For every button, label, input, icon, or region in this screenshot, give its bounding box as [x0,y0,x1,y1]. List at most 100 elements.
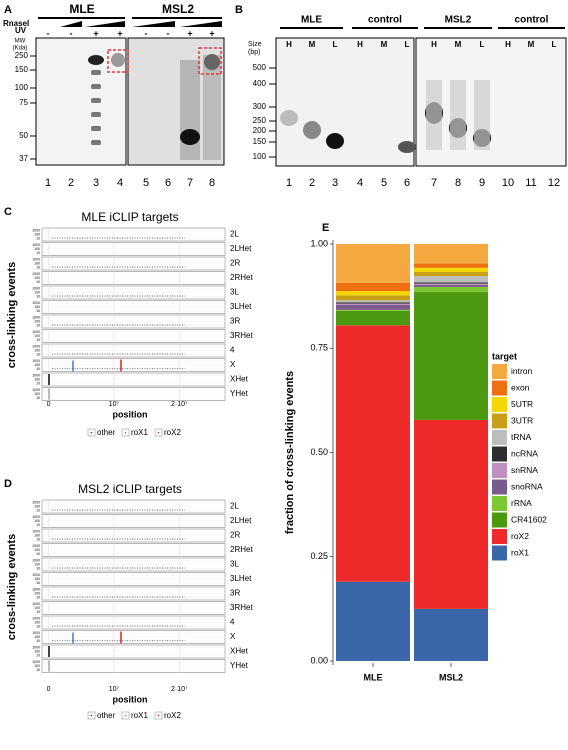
legend-dot [90,714,93,717]
bar-segment [414,291,488,420]
track-tick-label: 1000 [32,373,40,377]
uv-sign: + [209,28,214,38]
legend-label: 5UTR [511,399,533,409]
track-label: X [230,632,236,641]
track-tick-label: 10 [36,280,40,284]
lane-number: 2 [309,177,315,189]
legend-label: tRNA [511,432,532,442]
gel [275,37,415,167]
marker-label: 50 [19,131,28,140]
track-label: X [230,360,236,369]
fraction-label: M [381,40,388,49]
track-tick-label: 100 [34,363,40,367]
track-tick-label: 1000 [32,243,40,247]
gel-smear [203,55,221,160]
fraction-label: H [357,40,363,49]
track-label: 3L [230,560,239,569]
legend-key [492,479,507,495]
legend-label: other [97,711,116,720]
track-label: YHet [230,389,249,398]
track-tick-label: 10 [36,610,40,614]
legend-label: snoRNA [511,481,543,491]
bar-segment [414,276,488,283]
gel-band [280,110,298,126]
track-tick-label: 100 [34,591,40,595]
het-bar [48,388,50,400]
mw-label: MW [15,39,26,45]
legend-label: roX1 [131,428,148,437]
bar-segment [414,286,488,292]
track-tick-label: 10 [36,581,40,585]
track-tick-label: 100 [34,577,40,581]
marker-label: 200 [253,126,267,135]
track-tick-label: 100 [34,664,40,668]
track-label: 2LHet [230,244,252,253]
track-tick-label: 10 [36,653,40,657]
het-bar [48,646,50,657]
track-tick-label: 10 [36,523,40,527]
bar-segment [336,309,410,311]
track-tick-label: 100 [34,334,40,338]
lane-number: 10 [502,177,514,189]
track-tick-label: 100 [34,348,40,352]
track-tick-label: 100 [34,606,40,610]
bar-segment [336,282,410,292]
track-label: 3RHet [230,331,253,340]
track-tick-label: 1000 [32,286,40,290]
het-bar [48,374,50,385]
highlight-box [107,49,129,73]
x-axis-label: position [113,409,148,419]
track-tick-label: 100 [34,276,40,280]
gel-band [91,84,101,89]
lane-number: 5 [381,177,387,189]
legend-key [492,413,507,429]
track-tick-label: 10 [36,537,40,541]
fraction-label: H [431,40,437,49]
y-tick-label: 0.50 [310,447,328,457]
track-tick-label: 1000 [32,529,40,533]
gel-band [398,141,416,153]
gel-band [180,129,200,145]
lane-number: 7 [187,177,193,189]
bar-segment [414,244,488,264]
highlight-box [198,47,222,75]
track-tick-label: 1000 [32,315,40,319]
track-tick-label: 10 [36,236,40,240]
lane-number: 3 [93,177,99,189]
track-tick-label: 1000 [32,388,40,392]
uv-sign: + [117,28,122,38]
marker-label: 75 [19,98,28,107]
group-label: MLE [301,15,322,26]
legend-label: roX1 [131,711,148,720]
track-label: XHet [230,375,249,384]
marker-label: 37 [19,154,28,163]
legend-key [492,496,507,511]
track-tick-label: 100 [34,290,40,294]
uv-sign: + [187,28,192,38]
gel-band [88,55,104,65]
track-label: 2RHet [230,545,253,554]
gel-band [91,112,101,117]
lane-number: 8 [455,177,461,189]
track-tick-label: 10 [36,323,40,327]
legend-label: intron [511,366,533,376]
group-label: control [515,15,549,26]
x-tick-label: 10⁷ [109,401,120,408]
y-tick-label: 0.75 [310,343,328,353]
y-axis-label: fraction of cross-linking events [284,371,296,534]
legend-key [492,446,507,462]
marker-label: 150 [253,137,267,146]
track-tick-label: 1000 [32,660,40,664]
panel-letter: D [4,478,12,490]
track-label: 2RHet [230,273,253,282]
track-tick-label: 10 [36,552,40,556]
gradient-wedge [180,21,222,27]
row-label: UV [15,26,27,35]
track-tick-label: 10 [36,251,40,255]
legend-dot [157,714,160,717]
track-label: 3L [230,288,239,297]
track-label: 3R [230,589,240,598]
track-tick-label: 1000 [32,602,40,606]
marker-label: 250 [15,51,29,60]
